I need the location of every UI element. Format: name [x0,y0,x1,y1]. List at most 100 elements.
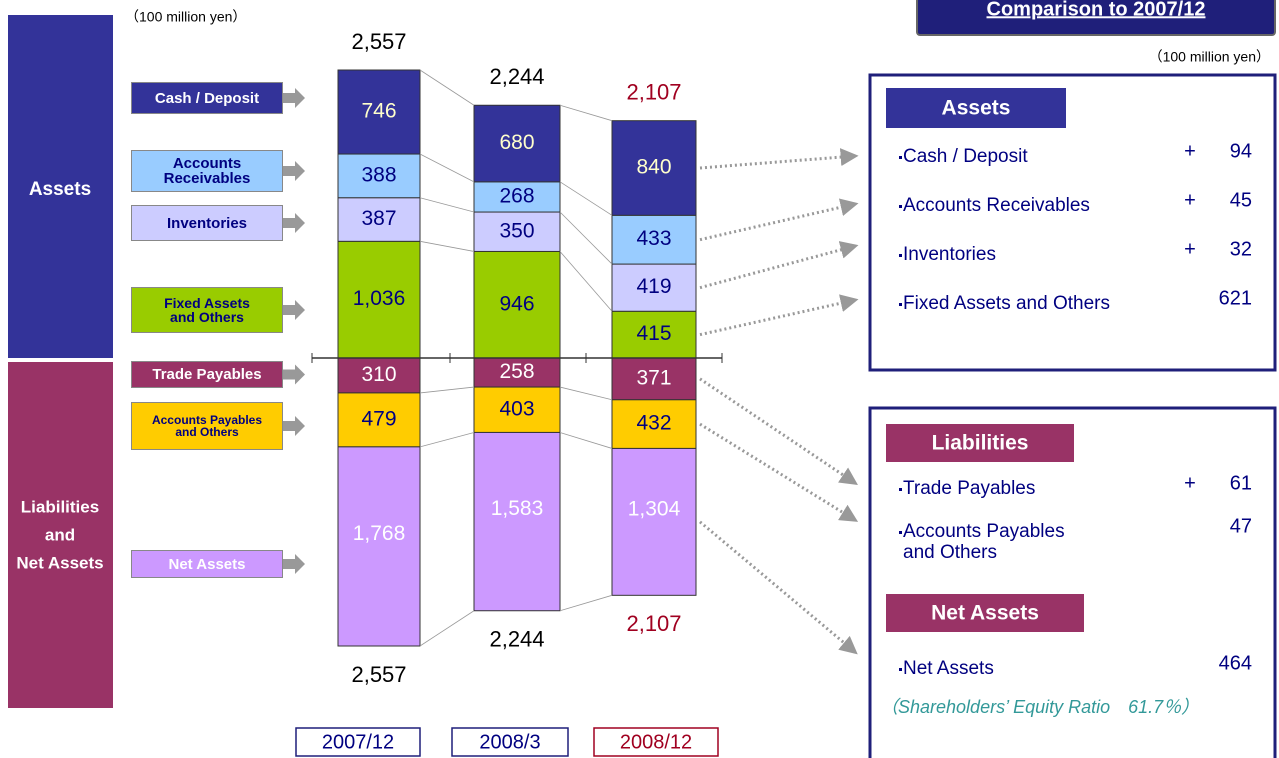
bar-segment [337,446,421,647]
liabilities-heading-box [886,424,1074,462]
segment-label: 680 [499,131,534,154]
period-box [593,727,719,757]
bar-segment [337,240,421,359]
unit: （100 million yen） [1149,49,1270,65]
assets-heading-box [886,88,1066,128]
segment-label: 946 [499,292,534,315]
period-box [295,727,421,757]
segment-label: 479 [361,407,396,430]
bar-segment [473,181,561,213]
legend-arrow [283,300,305,320]
period-label: 2007/12 [322,731,394,753]
total-label: 2,107 [626,611,681,636]
bullet [899,531,902,534]
change-sign: + [1184,189,1196,211]
assets-band-label: Assets [29,179,91,200]
pointer [699,294,859,337]
comparison-title-box [916,0,1276,36]
connector [559,181,613,216]
connector [419,240,475,252]
segment-label: 432 [636,412,671,435]
legend-label: Inventories [131,205,283,241]
period-label: 2008/12 [620,731,692,753]
segment-label: 403 [499,397,534,420]
pointer [699,241,859,290]
bar-segment [611,399,697,449]
change-value: 464 [1219,652,1252,674]
segment-label: 258 [499,360,534,383]
total-label: 2,557 [351,662,406,687]
segment-label: 1,304 [628,497,681,520]
legend-arrow [283,364,305,385]
comparison-item: Fixed Assets and Others [903,293,1110,314]
legend-label: Trade Payables [131,361,283,388]
change-value: 47 [1230,515,1252,537]
net-assets-heading-box [886,594,1084,632]
segment-label: 388 [361,163,396,186]
bullet [899,488,902,491]
segment-label: 415 [636,322,671,345]
pointer [699,520,858,655]
segment-label: 433 [636,227,671,250]
total-label: 2,244 [489,64,544,89]
connector [419,153,475,183]
connector [559,386,613,401]
connector [559,211,613,265]
change-value: 94 [1230,140,1252,162]
connector [559,104,613,122]
unit: （100 million yen） [125,9,246,25]
liabilities-band [8,362,113,708]
bar-segment [473,104,561,183]
comparison-item: Inventories [903,244,996,265]
pointer [699,198,859,242]
bar-segment [611,310,697,359]
total-label: 2,557 [351,29,406,54]
bar-segment [337,357,421,394]
liabilities-panel [868,406,1277,758]
change-sign: + [1184,238,1196,260]
segment-label: 840 [636,156,671,179]
comparison-item: Trade Payables [903,478,1036,499]
comparison-item: Accounts Receivables [903,195,1090,216]
segment-label: 746 [361,100,396,123]
segment-label: 387 [361,207,396,230]
legend-arrow [283,213,305,233]
assets-band [8,15,113,358]
connector [419,197,475,213]
legend-label: Accounts Receivables [131,150,283,192]
bar-segment [337,197,421,242]
connector [559,251,613,312]
segment-label: 1,768 [353,522,406,545]
pointer [699,377,858,486]
liabilities-band-label: Net Assets [16,553,103,572]
legend-arrow [283,161,305,181]
bar-segment [473,431,561,612]
segment-label: 350 [499,219,534,242]
legend-arrow [283,554,305,574]
bullet [899,254,902,257]
segment-label: 371 [636,366,671,389]
connector [419,610,475,647]
comparison-item: Cash / Deposit [903,146,1028,167]
comparison-item: Net Assets [903,658,994,679]
legend-label: Net Assets [131,550,283,578]
period-label: 2008/3 [479,731,540,753]
connector [559,594,613,612]
liabilities-heading: Liabilities [932,432,1029,455]
legend-label: Accounts Payables and Others [131,402,283,450]
liabilities-band-label: and [45,525,75,544]
liabilities-band-label: Liabilities [21,497,99,516]
segment-label: 1,036 [353,287,406,310]
bar-segment [337,69,421,155]
bar-segment [337,153,421,199]
connector [559,432,613,449]
net-assets-heading: Net Assets [931,602,1039,625]
bar-segment [337,392,421,448]
comparison-item: Accounts Payables and Others [903,521,1065,563]
legend-arrow [283,416,305,436]
legend-label: Cash / Deposit [131,82,283,114]
segment-label: 268 [499,184,534,207]
change-sign: + [1184,140,1196,162]
bar-segment [473,386,561,433]
total-label: 2,244 [489,627,544,652]
